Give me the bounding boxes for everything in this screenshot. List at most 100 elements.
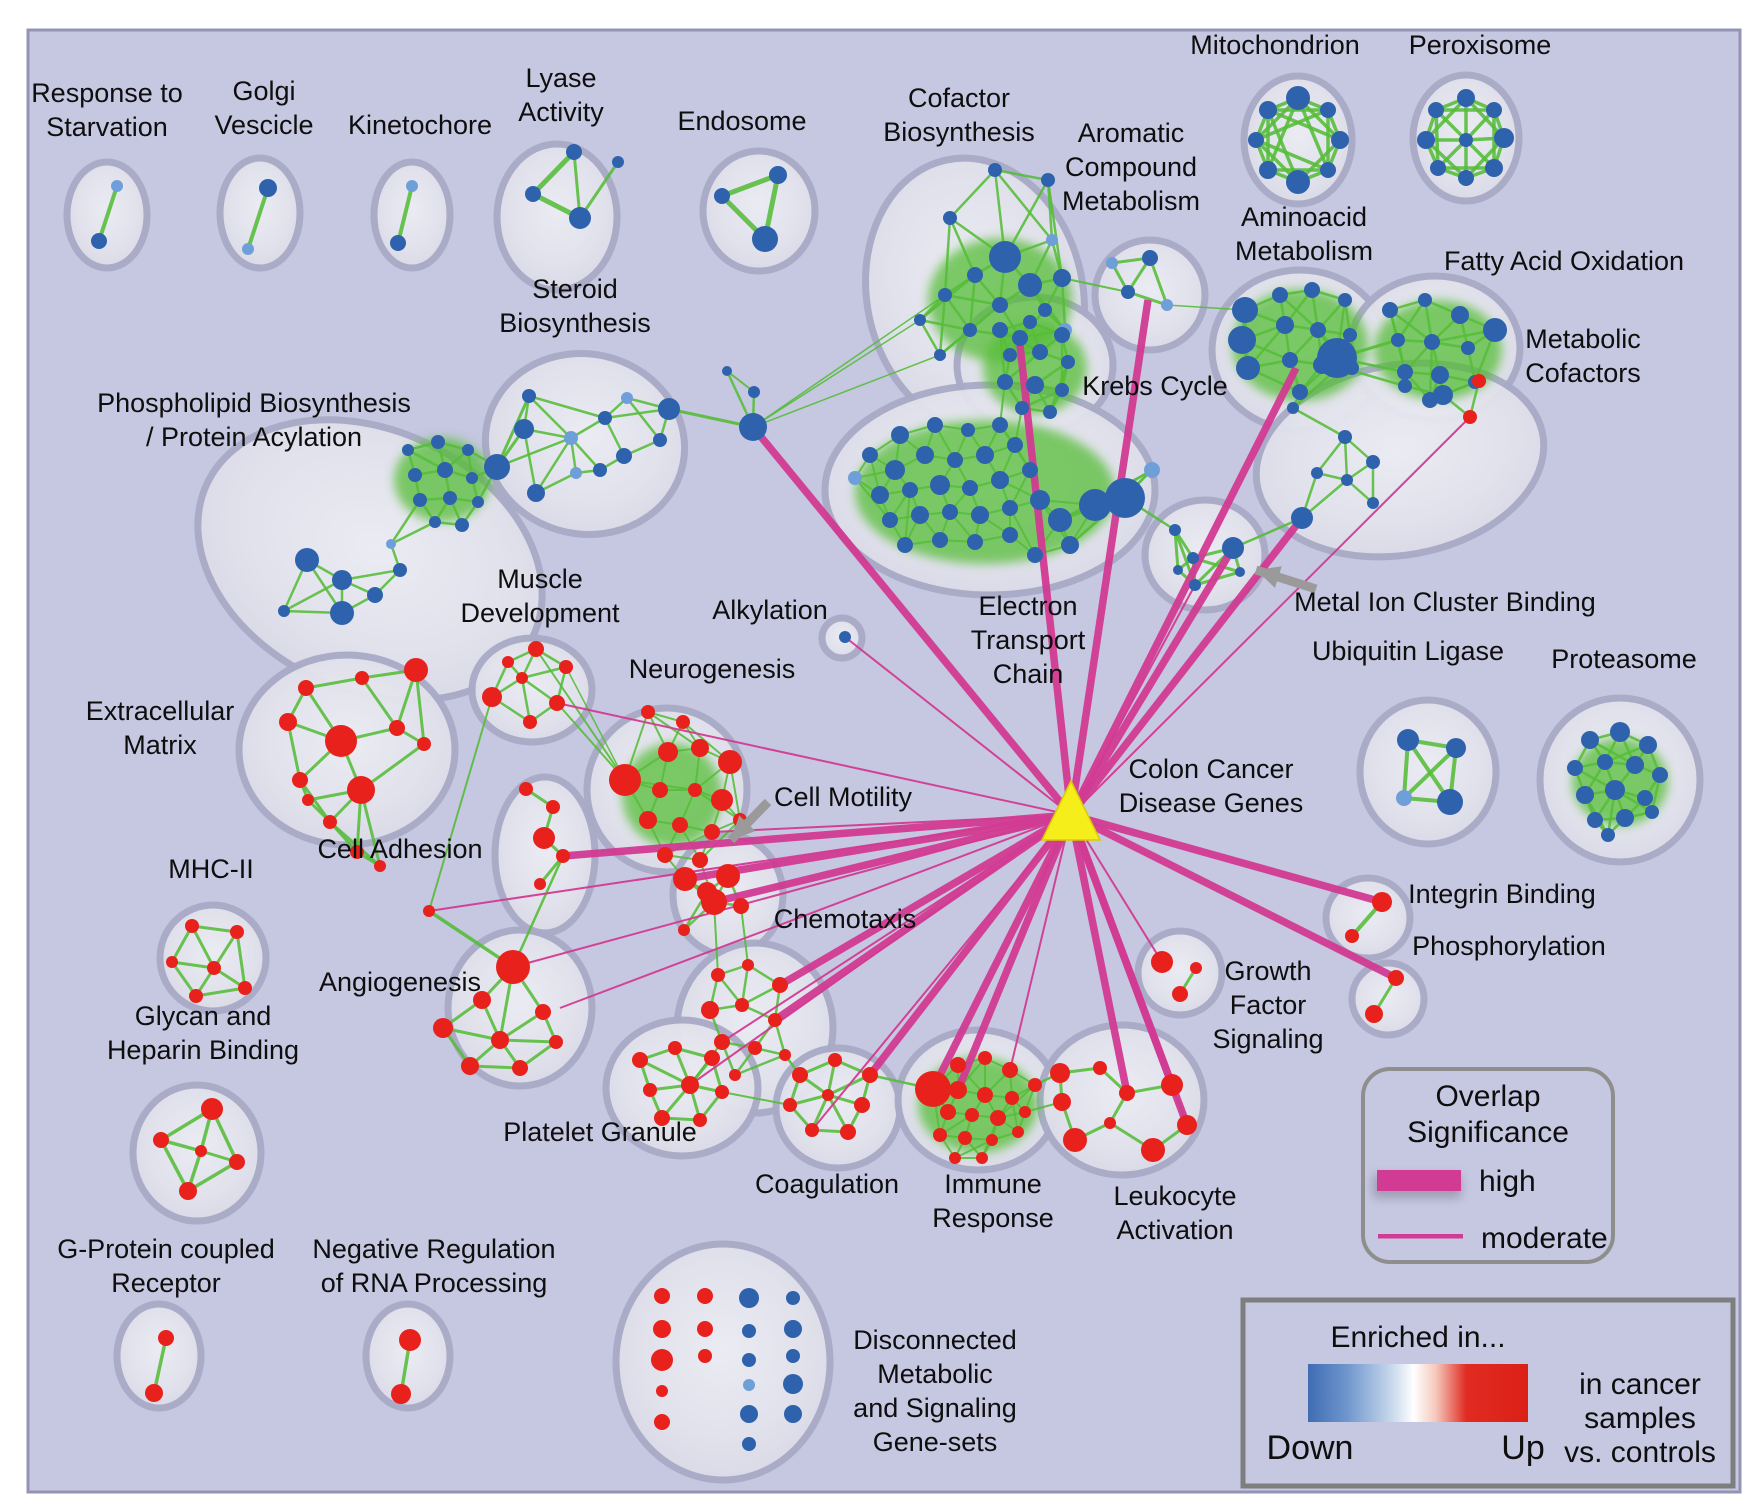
green-link-19 (721, 1091, 791, 1106)
cluster-label-electron-transport-chain: Electron Transport Chain (971, 591, 1086, 689)
edge-fatty-acid-oxidation (1396, 299, 1427, 341)
edge-steroid-biosynthesis (528, 394, 606, 420)
gene-set-node-lyase-activity-1 (525, 186, 541, 202)
gene-set-node-neurogenesis-5 (718, 750, 742, 774)
edge-endosome (721, 172, 779, 199)
edge-fatty-acid-oxidation (1428, 341, 1434, 401)
edge-cofactor-biosynthesis (919, 318, 971, 332)
gene-set-node-endosome-2 (752, 226, 778, 252)
gene-set-node-disconnected-genesets-12 (740, 1405, 758, 1423)
gene-set-node-disconnected-genesets-16 (786, 1349, 800, 1363)
gene-set-node-proteasome-7 (1576, 786, 1594, 804)
legend-overlap-box (1361, 1067, 1615, 1264)
gene-set-node-lyase-activity-0 (566, 144, 582, 160)
edge-glycan-heparin (187, 1160, 238, 1193)
green-link-28 (1166, 304, 1246, 311)
gene-set-node-disconnected-genesets-14 (786, 1291, 800, 1305)
overlap-edge-high-6 (1069, 811, 1384, 906)
legend-overlap-title-line2: Significance (1407, 1116, 1569, 1149)
gene-set-node-cell-motility-cluster-0 (673, 867, 697, 891)
gene-set-node-disconnected-genesets-9 (742, 1324, 756, 1338)
gene-set-node-extracellular-matrix-8 (347, 776, 375, 804)
cluster-label-disconnected-genesets: Disconnected Metabolic and Signaling Gene-s… (853, 1325, 1017, 1457)
gene-set-node-cell-adhesion-5 (423, 905, 435, 917)
gene-set-node-lyase-activity-3 (612, 156, 624, 168)
gene-set-node-proteasome-6 (1652, 767, 1668, 783)
legend-enriched-box (1240, 1297, 1736, 1489)
gene-set-node-angiogenesis-7 (549, 1035, 563, 1049)
gene-set-node-cofactor-biosynthesis-4 (1046, 234, 1058, 246)
gene-set-node-extracellular-matrix-0 (298, 680, 314, 696)
gene-set-node-peroxisome-3 (1430, 160, 1446, 176)
gene-set-node-extracellular-matrix-3 (279, 713, 297, 731)
cell-motility-arrow-head (731, 815, 756, 840)
edge-mhc-ii (212, 931, 239, 969)
gene-set-node-kinetochore-1 (390, 235, 406, 251)
gene-set-node-steroid-biosynthesis-7 (570, 467, 582, 479)
gene-set-node-ubiquitin-ligase-0 (1397, 729, 1419, 751)
gene-set-node-immune-response-8 (940, 1104, 956, 1120)
gene-set-node-electron-transport-chain-28 (1105, 478, 1145, 518)
gene-set-node-leukocyte-activation-3 (1119, 1085, 1135, 1101)
gene-set-node-peroxisome-2 (1417, 131, 1435, 149)
gene-set-node-mitochondrion-6 (1331, 131, 1349, 149)
gene-set-node-proteasome-3 (1567, 760, 1583, 776)
gene-set-node-integrin-binding-0 (1372, 892, 1392, 912)
gene-set-node-steroid-biosynthesis-8 (527, 484, 545, 502)
gene-set-node-ubiquitin-ligase-1 (1446, 738, 1466, 758)
cluster-label-neurogenesis: Neurogenesis (629, 654, 796, 684)
gene-set-node-electron-transport-chain-3 (961, 423, 975, 437)
gene-set-node-aminoacid-metabolism-8 (1343, 328, 1357, 342)
edge-ubiquitin-ligase (1402, 746, 1458, 800)
gene-set-node-krebs-cycle-8 (1055, 383, 1069, 397)
gene-set-node-metabolic-cofactors-0 (1333, 361, 1345, 373)
gene-set-node-mhc-ii-0 (185, 919, 199, 933)
gene-set-node-aminoacid-metabolism-0 (1232, 297, 1258, 323)
edge-response-starvation (97, 185, 119, 242)
gene-set-node-proteasome-11 (1616, 809, 1634, 827)
gene-set-node-muscle-development-3 (549, 695, 565, 711)
gene-set-node-cell-adhesion-4 (534, 878, 546, 890)
gene-set-node-cell-motility-cluster-3 (716, 864, 740, 888)
gene-set-node-disconnected-genesets-10 (742, 1353, 756, 1367)
gene-set-node-phospholipid-9 (429, 516, 441, 528)
gene-set-node-electron-transport-chain-11 (902, 482, 918, 498)
gene-set-node-aminoacid-metabolism-5 (1338, 293, 1352, 307)
edge-extracellular-matrix (286, 721, 302, 781)
gene-set-node-cell-adhesion-1 (546, 800, 560, 814)
overlap-edge-high-9 (1067, 814, 1131, 1094)
gene-set-node-immune-response-3 (1002, 1062, 1018, 1078)
gene-set-node-metabolic-cofactors-10 (1472, 374, 1486, 388)
gene-set-node-disconnected-genesets-15 (784, 1320, 802, 1338)
gene-set-node-disconnected-genesets-7 (698, 1349, 712, 1363)
gene-set-node-immune-response-13 (958, 1131, 972, 1145)
gene-set-node-mhc-ii-4 (238, 981, 252, 995)
cluster-label-response-starvation: Response to Starvation (31, 78, 183, 142)
gene-set-node-chemotaxis-9 (729, 1069, 741, 1081)
gene-set-node-metal-ion-cluster-5 (1173, 565, 1183, 575)
gene-set-node-chemotaxis-4 (735, 998, 749, 1012)
gene-set-node-phospholipid-13 (295, 548, 319, 572)
gene-set-node-metabolic-cofactors-11 (1463, 410, 1477, 424)
gene-set-node-glycan-heparin-4 (179, 1182, 197, 1200)
gene-set-node-electron-transport-chain-25 (1002, 527, 1018, 543)
gene-set-node-cofactor-biosynthesis-12 (963, 323, 977, 337)
gene-set-node-metabolic-cofactors-5 (1311, 467, 1323, 479)
cluster-label-golgi-vescicle: Golgi Vescicle (214, 76, 313, 140)
gene-set-node-disconnected-genesets-18 (784, 1405, 802, 1423)
gene-set-node-cofactor-biosynthesis-15 (934, 349, 946, 361)
gene-set-node-angiogenesis-2 (433, 1018, 453, 1038)
gene-set-node-aromatic-compound-1 (1142, 250, 1158, 266)
gene-set-node-cofactor-biosynthesis-3 (989, 241, 1021, 273)
gene-set-node-electron-transport-chain-9 (1007, 437, 1023, 453)
gene-set-node-phospholipid-18 (393, 563, 407, 577)
overlap-edge-high-1 (1016, 344, 1075, 816)
gene-set-node-immune-response-14 (986, 1134, 998, 1146)
gene-set-node-immune-response-10 (990, 1110, 1006, 1126)
gene-set-node-steroid-biosynthesis-3 (514, 419, 534, 439)
edge-cofactor-biosynthesis (943, 217, 952, 296)
gene-set-node-coagulation-5 (854, 1097, 870, 1113)
cluster-label-leukocyte-activation: Leukocyte Activation (1113, 1181, 1236, 1245)
gene-set-node-krebs-cycle-9 (1015, 401, 1029, 415)
gene-set-node-leukocyte-activation-1 (1053, 1093, 1071, 1111)
